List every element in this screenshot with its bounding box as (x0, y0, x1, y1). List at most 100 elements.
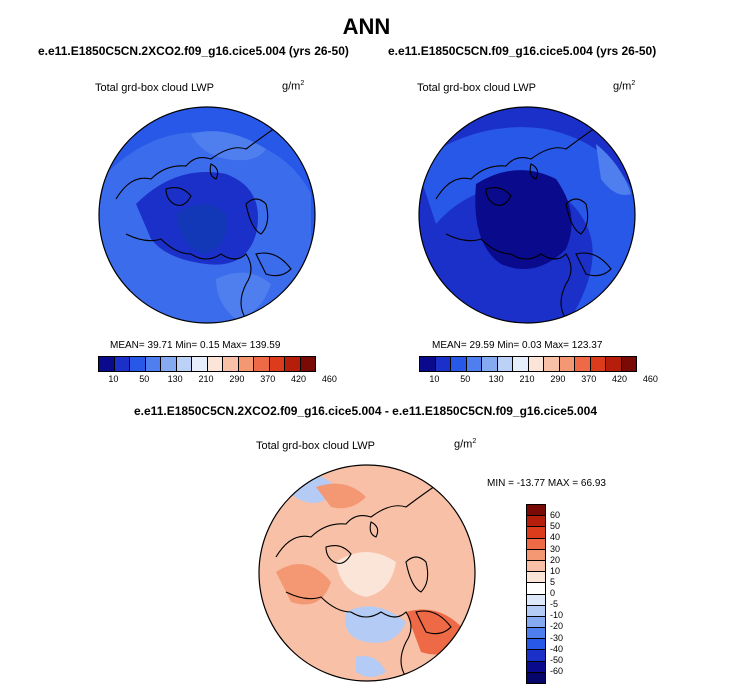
panel-1-colorbar-swatch (130, 357, 146, 371)
panel-1-colorbar-swatch (223, 357, 239, 371)
diff-field-region (316, 483, 366, 509)
panel-1-colorbar-swatch (300, 357, 315, 371)
panel-1-colorbar-swatch (99, 357, 115, 371)
diff-colorbar-swatch (527, 616, 545, 629)
panel-2-colorbar (419, 356, 637, 372)
panel-2-colorbar-swatch (544, 357, 560, 371)
panel-2-colorbar-tick-label: 10 (429, 374, 440, 384)
diff-map-boundary (258, 464, 476, 682)
panel-2-units: g/m2 (613, 80, 636, 93)
diff-colorbar-tick-label: 40 (550, 532, 561, 543)
panel-2-field-region (475, 170, 572, 269)
panel-2-colorbar-tick-label: 210 (519, 374, 535, 384)
panel-2-colorbar-labels: 10 50 130 210 290 370 420 460 (419, 374, 658, 386)
diff-colorbar-swatch (527, 650, 545, 662)
panel-2-colorbar-swatch (590, 357, 606, 371)
panel-2-colorbar-swatch (559, 357, 575, 371)
panel-1-colorbar-swatch (161, 357, 177, 371)
panel-1-colorbar-swatch (254, 357, 270, 371)
panel-1-variable-label: Total grd-box cloud LWP (95, 82, 215, 94)
panel-1-colorbar-swatch (285, 357, 301, 371)
diff-colorbar-swatch (527, 639, 545, 651)
panel-2-colorbar-tick-label: 130 (488, 374, 504, 384)
diff-colorbar-tick-label: -5 (550, 599, 559, 610)
panel-1-colorbar-tick-label: 50 (139, 374, 150, 384)
panel-1-colorbar-swatch (192, 357, 208, 371)
diff-colorbar-swatch (527, 505, 545, 517)
diff-colorbar-swatch (527, 527, 545, 539)
diff-colorbar-swatch (527, 628, 545, 640)
panel-1-polar-map (98, 106, 316, 324)
panel-1-colorbar-tick-label: 370 (260, 374, 276, 384)
diff-colorbar-tick-label: -20 (550, 621, 564, 632)
panel-2-coastlines (435, 123, 612, 320)
figure-title: ANN (342, 14, 391, 39)
diff-colorbar-swatch (527, 672, 545, 683)
diff-colorbar-tick-label: 60 (550, 510, 561, 521)
panel-1-colorbar-swatch (207, 357, 223, 371)
diff-colorbar-tick-label: -40 (550, 643, 564, 654)
diff-colorbar-tick-label: -30 (550, 632, 564, 643)
diff-polar-map (258, 464, 476, 682)
panel-2-colorbar-swatch (606, 357, 622, 371)
panel-2-colorbar-tick-label: 420 (612, 374, 628, 384)
panel-1-colorbar-tick-label: 210 (198, 374, 214, 384)
panel-2-colorbar-tick-label: 370 (581, 374, 597, 384)
panel-2-stats: MEAN= 29.59 Min= 0.03 Max= 123.37 (432, 340, 603, 351)
panel-2-colorbar-swatch (528, 357, 544, 371)
panel-2-polar-map (418, 106, 636, 324)
diff-colorbar-swatch (527, 549, 545, 561)
diff-field-region (345, 606, 406, 643)
panel-1-stats: MEAN= 39.71 Min= 0.15 Max= 139.59 (110, 340, 281, 351)
diff-colorbar-swatch (527, 594, 545, 606)
panel-1-colorbar-swatch (269, 357, 285, 371)
diff-field-region (356, 656, 386, 677)
panel-2-case-title: e.e11.E1850C5CN.f09_g16.cice5.004 (yrs 2… (388, 44, 657, 58)
diff-colorbar-tick-label: -50 (550, 654, 564, 665)
panel-1-colorbar (98, 356, 316, 372)
panel-1-field-region (216, 272, 271, 319)
panel-2-field-region (596, 144, 631, 195)
diff-colorbar-swatch (527, 572, 545, 584)
diff-colorbar-swatch (527, 560, 545, 573)
panel-2-field-region (419, 127, 635, 323)
panel-2-colorbar-swatch (575, 357, 591, 371)
panel-1-map-boundary (98, 106, 316, 324)
diff-variable-label: Total grd-box cloud LWP (256, 440, 376, 452)
diff-colorbar-tick-label: -10 (550, 610, 564, 621)
diff-colorbar (526, 504, 546, 684)
diff-colorbar-swatch (527, 583, 545, 595)
diff-colorbar-swatch (527, 516, 545, 528)
diff-colorbar-labels: 60 50 40 30 20 10 5 0 -5 -10 -20 -30 -40 -50 -60 (550, 504, 580, 682)
panel-1-colorbar-swatch (145, 357, 161, 371)
panel-2-colorbar-swatch (513, 357, 529, 371)
panel-2-colorbar-swatch (435, 357, 451, 371)
panel-1-case-title: e.e11.E1850C5CN.2XCO2.f09_g16.cice5.004 … (38, 44, 349, 58)
panel-1-colorbar-tick-label: 420 (291, 374, 307, 384)
panel-1-colorbar-swatch (114, 357, 130, 371)
panel-1-field-region (176, 204, 227, 254)
panel-2-colorbar-swatch (451, 357, 467, 371)
panel-1-colorbar-tick-label: 290 (229, 374, 245, 384)
panel-2-colorbar-tick-label: 290 (550, 374, 566, 384)
panel-1-units: g/m2 (282, 80, 305, 93)
diff-units: g/m2 (454, 438, 477, 451)
diff-colorbar-tick-label: 10 (550, 565, 561, 576)
panel-1-colorbar-tick-label: 460 (321, 374, 337, 384)
panel-2-colorbar-swatch (466, 357, 482, 371)
diff-colorbar-swatch (527, 538, 545, 550)
panel-1-colorbar-tick-label: 130 (167, 374, 183, 384)
diff-title: e.e11.E1850C5CN.2XCO2.f09_g16.cice5.004 … (134, 404, 597, 418)
diff-colorbar-swatch (527, 661, 545, 673)
panel-2-colorbar-swatch (420, 357, 436, 371)
panel-2-colorbar-swatch (621, 357, 636, 371)
diff-field-region (336, 552, 396, 597)
panel-1-coastlines (115, 123, 292, 320)
diff-stats: MIN = -13.77 MAX = 66.93 (487, 478, 606, 489)
panel-1-colorbar-tick-label: 10 (108, 374, 119, 384)
panel-1-field-region (191, 131, 266, 161)
panel-2-colorbar-swatch (482, 357, 498, 371)
panel-1-colorbar-swatch (176, 357, 192, 371)
diff-coastlines (275, 481, 452, 678)
diff-colorbar-swatch (527, 605, 545, 617)
